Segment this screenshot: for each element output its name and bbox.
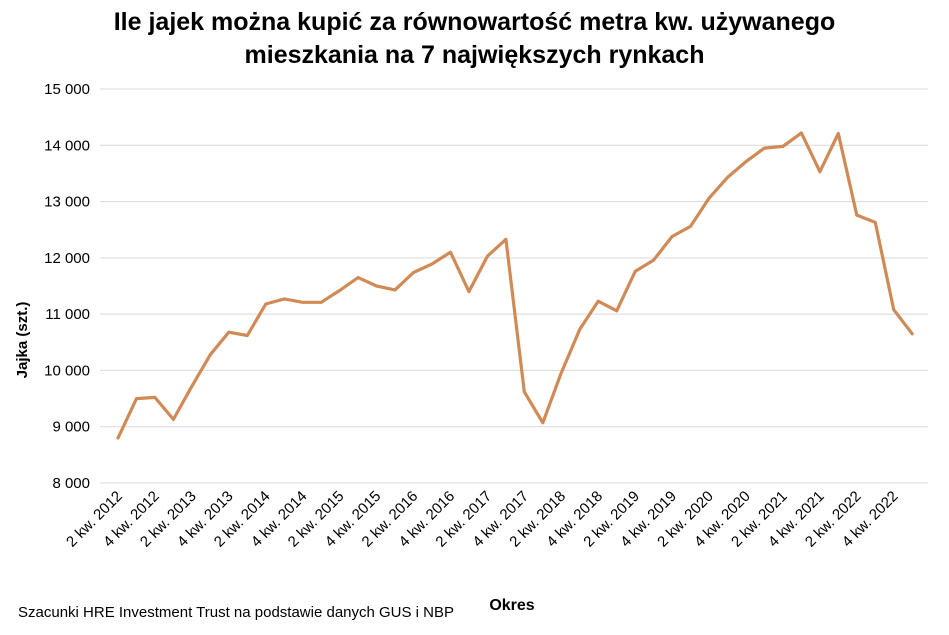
data-point xyxy=(504,237,508,241)
y-tick-label: 14 000 xyxy=(44,137,90,154)
data-point xyxy=(559,371,563,375)
y-tick-label: 10 000 xyxy=(44,362,90,379)
data-point xyxy=(375,284,378,288)
chart-title-line-2: mieszkania na 7 największych rynkach xyxy=(244,41,705,69)
source-note: Szacunki HRE Investment Trust na podstaw… xyxy=(18,604,455,621)
data-point xyxy=(726,175,729,179)
data-point xyxy=(873,220,877,224)
data-point xyxy=(319,300,323,304)
data-point xyxy=(467,290,471,294)
x-axis-title: Okres xyxy=(489,597,534,614)
y-tick-label: 12 000 xyxy=(44,250,90,267)
data-point xyxy=(652,258,656,262)
data-point xyxy=(430,262,434,266)
data-point xyxy=(707,196,711,200)
data-points xyxy=(116,131,914,440)
y-axis-tick-labels: 8 000 9 000 10 000 11 000 12 000 13 000 14 000… xyxy=(44,81,90,492)
data-point xyxy=(338,289,342,292)
y-tick-label: 9 000 xyxy=(52,419,90,436)
data-point xyxy=(763,146,766,150)
data-point xyxy=(190,384,194,388)
data-point xyxy=(282,297,286,301)
data-point xyxy=(264,302,268,306)
data-point xyxy=(818,170,822,174)
data-point xyxy=(135,397,138,400)
data-point xyxy=(522,390,526,394)
data-point xyxy=(208,353,212,357)
data-point xyxy=(799,131,803,135)
data-point xyxy=(116,436,120,440)
data-point xyxy=(153,396,157,399)
data-point xyxy=(910,332,914,336)
chart-title-line-1: Ile jajek można kupić za równowartość me… xyxy=(113,8,836,36)
data-point xyxy=(393,288,397,292)
data-point xyxy=(449,250,452,254)
data-point xyxy=(412,271,415,274)
data-point xyxy=(855,213,859,217)
y-tick-label: 11 000 xyxy=(45,306,90,323)
data-point xyxy=(356,276,360,279)
data-point xyxy=(541,421,545,425)
data-point xyxy=(301,300,305,304)
data-point xyxy=(633,269,637,273)
chart-title: Ile jajek można kupić za równowartość me… xyxy=(0,6,949,72)
y-axis-title: Jajka (szt.) xyxy=(14,302,31,379)
y-tick-label: 15 000 xyxy=(44,81,90,98)
data-point xyxy=(689,224,692,228)
data-point xyxy=(744,160,748,164)
data-point xyxy=(172,417,175,421)
data-point xyxy=(670,235,674,238)
data-point xyxy=(836,132,840,135)
data-point xyxy=(781,145,785,148)
data-point xyxy=(578,327,582,331)
data-point xyxy=(596,299,600,303)
data-point xyxy=(486,254,489,258)
data-point xyxy=(615,309,619,313)
data-point xyxy=(245,334,249,337)
data-point xyxy=(892,308,896,312)
y-tick-label: 13 000 xyxy=(44,194,90,211)
y-tick-label: 8 000 xyxy=(52,475,90,492)
series-line xyxy=(116,131,914,440)
data-point xyxy=(227,330,231,334)
